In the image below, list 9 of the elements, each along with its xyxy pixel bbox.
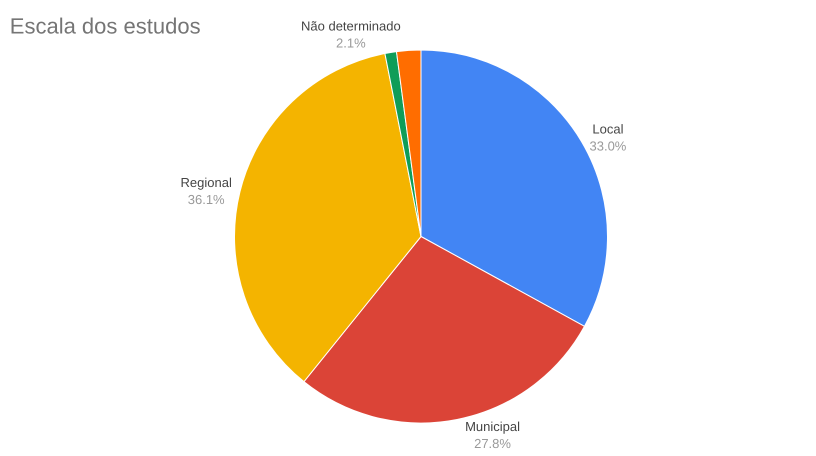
slice-label: Regional: [180, 174, 232, 190]
chart-title: Escala dos estudos: [10, 14, 201, 39]
slice-label: Municipal: [465, 418, 520, 434]
data-label: 2.1%: [336, 35, 366, 50]
data-label: 27.8%: [474, 436, 512, 451]
slice-label: Não determinado: [300, 18, 401, 34]
data-label: 36.1%: [188, 192, 226, 207]
data-label: 33.0%: [590, 138, 627, 154]
slice-label: Local: [592, 121, 624, 136]
